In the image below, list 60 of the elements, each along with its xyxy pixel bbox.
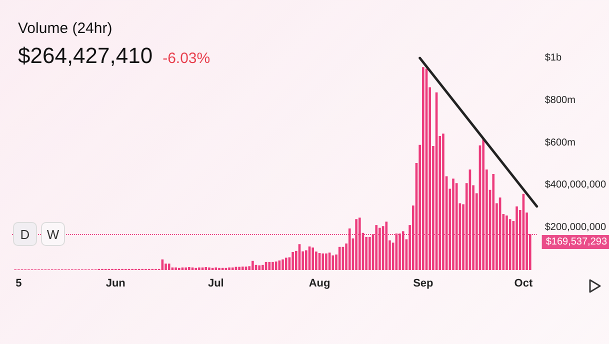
ref-line-label: $169,537,293 [546,236,608,248]
bar [268,262,271,270]
bar [198,267,200,270]
bar [325,253,328,270]
bar [252,260,254,270]
x-tick-label: Jul [208,278,224,290]
bar [422,67,424,270]
bar [228,267,230,270]
bar [174,267,177,270]
x-tick-label: Jun [106,278,126,290]
y-tick-label: $600m [544,137,576,148]
x-tick-label: 5 [16,278,22,290]
bar [348,228,351,270]
bar [244,266,248,270]
x-tick-label: Aug [308,278,330,290]
bar [282,259,284,270]
x-tick-label: Oct [514,278,533,290]
bar [506,216,508,270]
bar [378,228,381,270]
bar [368,236,371,270]
y-tick-label: $400,000,000 [544,180,606,191]
bar [402,231,404,270]
bar [292,252,294,270]
bar [492,174,495,270]
bar [365,236,368,270]
bar [315,252,318,270]
x-tick-label: Sep [413,278,434,290]
bar [482,139,484,270]
bar [188,267,190,270]
chart-subtitle: $264,427,410 [18,43,153,69]
bar [322,253,324,270]
bar [204,267,208,270]
bar [516,206,518,270]
bar [262,264,264,270]
bar [208,267,210,270]
annotation: W [41,222,65,246]
bar [442,134,444,270]
bar [284,258,288,270]
bar [184,267,187,270]
bar [231,267,234,270]
bar [358,218,361,270]
annotation: D [13,222,37,246]
bar [312,248,314,270]
bar [258,265,261,270]
y-tick-label: $1b [544,52,562,64]
bar [272,262,274,270]
bar [375,225,378,270]
bar [238,266,240,270]
bar [305,250,308,270]
bar [398,234,401,270]
chart-title: Volume (24hr) [18,20,114,37]
bar [168,264,170,270]
bar [385,222,388,270]
bar [355,219,358,270]
y-tick-label: $200,000,000 [544,222,606,234]
annotation: -6.03% [162,50,210,67]
bar [452,178,454,270]
y-tick-label: $800m [544,94,576,106]
bar [164,264,167,270]
bar [242,266,244,270]
